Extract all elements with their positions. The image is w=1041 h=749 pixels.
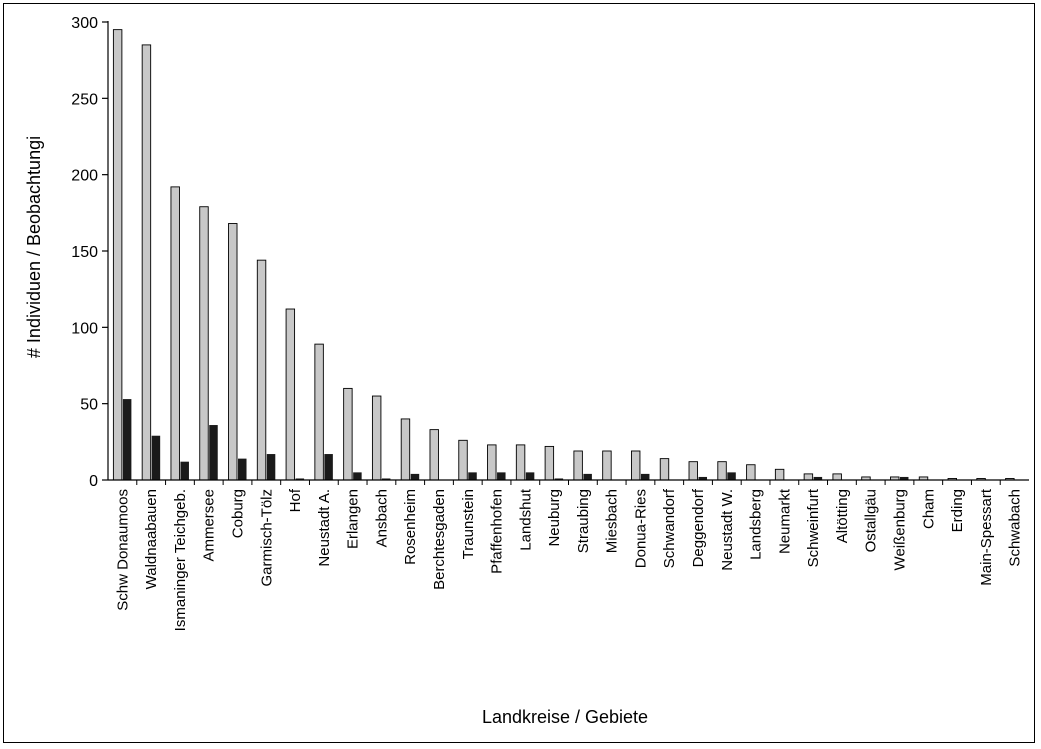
bar-series-1-25: [832, 473, 842, 481]
bar-series-1-10: [400, 418, 411, 481]
bar-series-1-12: [458, 439, 468, 481]
bar-series-1-24: [803, 473, 814, 481]
x-category-label: Coburg: [230, 489, 247, 538]
bar-series-1-1: [141, 44, 152, 481]
x-category-label: Schweinfurt: [805, 488, 822, 567]
bar-series-1-16: [573, 450, 583, 481]
bar-series-2-5: [266, 454, 276, 480]
y-tick-label: 100: [71, 320, 98, 337]
x-category-label: Berchtesgaden: [431, 489, 448, 590]
y-axis-ticks: 0 50 100 150 200 250 300: [71, 15, 108, 490]
bar-series-1-17: [602, 450, 612, 481]
bar-series-2-6: [295, 478, 305, 480]
bar-series-2-12: [468, 472, 477, 480]
bar-series-1-9: [371, 395, 382, 481]
x-category-label: Main-Spessart: [978, 488, 995, 586]
x-category-label: Traunstein: [460, 489, 477, 559]
bar-series-2-13: [497, 472, 506, 480]
y-tick-label: 50: [80, 397, 98, 414]
bar-series-2-0: [122, 399, 132, 480]
x-category-label: Miesbach: [604, 489, 621, 553]
bar-series-2-18: [640, 473, 650, 480]
bar-series-2-1: [151, 435, 161, 480]
x-category-label: Landshut: [517, 488, 534, 551]
bar-series-1-3: [199, 206, 209, 481]
bar-series-2-20: [698, 476, 708, 480]
y-tick-label: 150: [71, 244, 98, 261]
bar-series-2-16: [583, 473, 592, 480]
bar-series-1-2: [170, 186, 180, 481]
bar-series-1-7: [314, 343, 324, 481]
x-category-label: Erding: [949, 489, 966, 532]
x-category-label: Straubing: [575, 489, 592, 553]
x-category-label: Rosenheim: [402, 489, 419, 565]
x-category-label: Pfaffenhofen: [489, 489, 506, 574]
bar-series-1-15: [544, 445, 555, 481]
x-category-label: Hof: [287, 488, 304, 512]
bar-series-1-22: [746, 464, 756, 481]
x-category-label: Donua-Ries: [632, 489, 649, 568]
bar-series-1-14: [515, 444, 526, 481]
x-category-label: Ammersee: [201, 489, 218, 562]
bar-series-1-5: [256, 259, 267, 481]
x-axis-categories: Schw Donaumoos Waldnaabauen Ismaninger Tei…: [114, 480, 1024, 631]
x-category-label: Weißenburg: [891, 489, 908, 570]
bar-series-2-8: [353, 472, 362, 480]
y-axis-label: # Individuen / Beobachtungi: [24, 136, 44, 358]
y-tick-label: 250: [71, 91, 98, 108]
x-category-label: Cham: [920, 489, 937, 529]
bar-series-2-24: [813, 476, 823, 480]
x-category-label: Schw Donaumoos: [114, 489, 131, 611]
x-category-label: Neumarkt: [776, 488, 793, 554]
bar-series-2-7: [324, 454, 333, 480]
x-category-label: Schwandorf: [661, 488, 678, 568]
bar-series-1-0: [112, 29, 123, 481]
x-category-label: Ostallgäu: [863, 489, 880, 552]
x-category-label: Neustadt W.: [719, 489, 736, 571]
bar-series-2-27: [899, 476, 909, 480]
bar-series-2-10: [410, 473, 420, 480]
x-category-label: Waldnaabauen: [143, 489, 160, 589]
bar-series-2-9: [381, 478, 391, 480]
bar-series-1-8: [343, 387, 353, 481]
y-tick-label: 200: [71, 168, 98, 185]
x-axis-label: Landkreise / Gebiete: [482, 707, 648, 727]
bar-series-2-15: [554, 478, 564, 480]
bar-series-2-21: [727, 472, 736, 480]
x-category-label: Erlangen: [345, 489, 362, 549]
x-category-label: Garmisch-Tölz: [258, 489, 275, 587]
bar-series-2-4: [238, 458, 247, 480]
bars: [112, 29, 1015, 481]
bar-series-1-11: [429, 429, 439, 481]
bar-series-2-3: [209, 425, 218, 480]
x-category-label: Ansbach: [373, 489, 390, 547]
x-category-label: Neuburg: [546, 489, 563, 547]
bar-series-2-14: [525, 472, 535, 480]
bar-series-1-21: [717, 461, 727, 481]
x-category-label: Altötting: [834, 489, 851, 543]
x-category-label: Deggendorf: [690, 488, 707, 567]
bar-series-1-23: [774, 468, 785, 481]
bar-series-2-2: [180, 461, 189, 480]
bar-series-1-13: [487, 444, 497, 481]
bar-series-1-6: [285, 308, 296, 481]
bar-series-1-20: [688, 461, 698, 481]
y-tick-label: 300: [71, 15, 98, 32]
x-category-label: Ismaninger Teichgeb.: [172, 489, 189, 631]
y-tick-label: 0: [89, 473, 98, 490]
bar-series-1-4: [228, 223, 238, 481]
x-category-label: Neustadt A.: [316, 489, 333, 567]
x-category-label: Schwabach: [1007, 489, 1024, 567]
x-category-label: Landsberg: [748, 489, 765, 560]
bar-series-1-19: [659, 458, 670, 481]
bar-series-1-18: [631, 450, 641, 481]
